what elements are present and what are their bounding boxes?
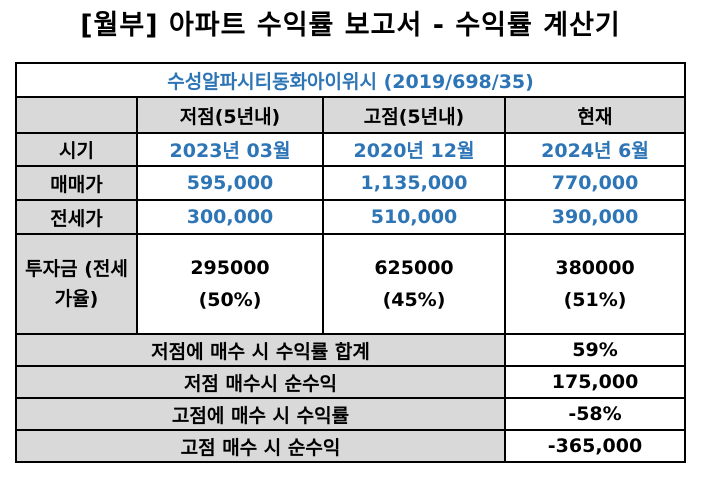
- summary-value-low-profit: 175,000: [503, 365, 687, 399]
- investment-high: 625000 (45%): [322, 233, 506, 335]
- summary-row: 저점에 매수 시 수익률 합계 59%: [15, 333, 687, 367]
- header-empty-cell: [15, 96, 138, 134]
- investment-amount: 295000: [190, 257, 270, 279]
- summary-label-low-profit: 저점 매수시 순수익: [15, 365, 506, 399]
- summary-label-low-return: 저점에 매수 시 수익률 합계: [15, 333, 506, 367]
- report-title: [월부] 아파트 수익률 보고서 - 수익률 계산기: [80, 10, 621, 41]
- summary-row: 고점에 매수 시 수익률 -58%: [15, 397, 687, 431]
- time-low: 2023년 03월: [136, 132, 324, 167]
- sale-current: 770,000: [503, 165, 687, 201]
- summary-label-high-return: 고점에 매수 시 수익률: [15, 397, 506, 431]
- table-row: 전세가 300,000 510,000 390,000: [15, 199, 687, 235]
- jeonse-ratio: (50%): [198, 289, 262, 311]
- investment-low: 295000 (50%): [136, 233, 324, 335]
- time-current: 2024년 6월: [503, 132, 687, 167]
- investment-amount: 380000: [555, 257, 635, 279]
- summary-row: 고점 매수 시 순수익 -365,000: [15, 429, 687, 463]
- row-label-time: 시기: [15, 132, 138, 167]
- investment-amount: 625000: [374, 257, 454, 279]
- column-header-high: 고점(5년내): [322, 96, 506, 134]
- table-row: 투자금 (전세가율) 295000 (50%) 625000 (45%) 380…: [15, 233, 687, 335]
- investment-current: 380000 (51%): [503, 233, 687, 335]
- jeonse-ratio: (45%): [382, 289, 446, 311]
- row-label-sale: 매매가: [15, 165, 138, 201]
- summary-value-high-return: -58%: [503, 397, 687, 431]
- summary-value-high-profit: -365,000: [503, 429, 687, 463]
- column-header-low: 저점(5년내): [136, 96, 324, 134]
- jeonse-current: 390,000: [503, 199, 687, 235]
- time-high: 2020년 12월: [322, 132, 506, 167]
- summary-row: 저점 매수시 순수익 175,000: [15, 365, 687, 399]
- column-header-current: 현재: [503, 96, 687, 134]
- summary-value-low-return: 59%: [503, 333, 687, 367]
- apartment-name: 수성알파시티동화아이위시 (2019/698/35): [14, 62, 687, 98]
- sale-high: 1,135,000: [322, 165, 506, 201]
- jeonse-ratio: (51%): [563, 289, 627, 311]
- jeonse-high: 510,000: [322, 199, 506, 235]
- table-row: 매매가 595,000 1,135,000 770,000: [15, 165, 687, 201]
- row-label-investment: 투자금 (전세가율): [15, 233, 138, 335]
- jeonse-low: 300,000: [136, 199, 324, 235]
- summary-label-high-profit: 고점 매수 시 순수익: [15, 429, 506, 463]
- row-label-jeonse: 전세가: [15, 199, 138, 235]
- table-row: 시기 2023년 03월 2020년 12월 2024년 6월: [15, 132, 687, 167]
- sale-low: 595,000: [136, 165, 324, 201]
- return-calculator-table: 수성알파시티동화아이위시 (2019/698/35) 저점(5년내) 고점(5년…: [14, 62, 687, 463]
